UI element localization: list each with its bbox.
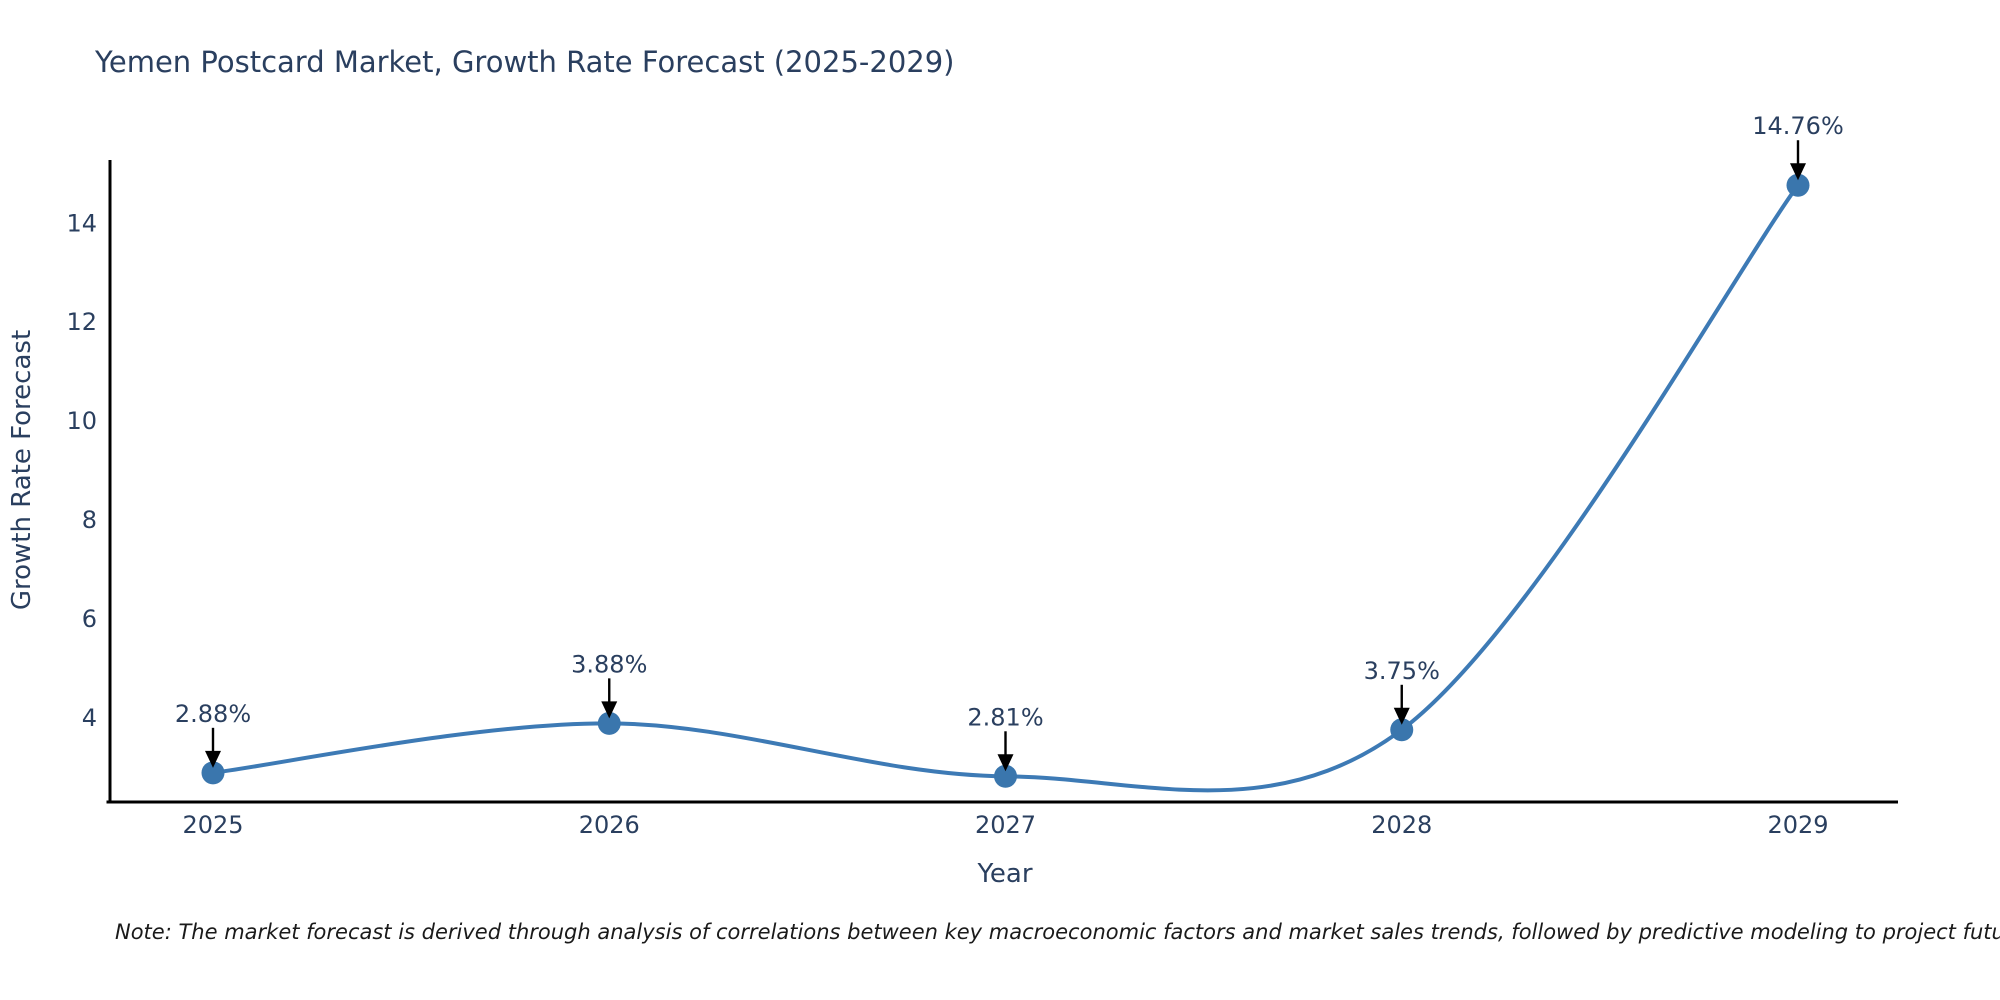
annotation-label: 3.75%: [1364, 657, 1440, 685]
plot-area: 4 6 8 10 12 14 2025 2026 2027 2028 2029 2.88% 3.88% 2…: [66, 112, 1898, 839]
data-point-marker: [201, 761, 225, 785]
annotation-arrowhead: [1393, 707, 1410, 725]
chart-title: Yemen Postcard Market, Growth Rate Forec…: [94, 45, 954, 79]
y-axis-label: Growth Rate Forecast: [7, 330, 37, 610]
trend-line: [211, 183, 1800, 793]
y-tick-label: 6: [82, 605, 97, 633]
annotation-arrowhead: [997, 754, 1014, 772]
y-tick-label: 12: [66, 308, 97, 336]
annotation-arrowhead: [1790, 163, 1806, 181]
x-tick-label: 2025: [182, 811, 243, 839]
y-tick-label: 8: [82, 506, 97, 534]
footnote: Note: The market forecast is derived thr…: [115, 920, 2000, 944]
y-tick-label: 14: [66, 209, 97, 237]
annotation-arrowhead: [601, 701, 618, 719]
y-tick-label: 10: [66, 407, 97, 435]
data-point-marker: [994, 764, 1017, 788]
x-tick-label: 2029: [1767, 811, 1828, 839]
annotation-label: 14.76%: [1752, 112, 1844, 140]
data-point-marker: [1390, 718, 1414, 742]
x-tick-label: 2026: [579, 811, 640, 839]
x-axis-label: Year: [976, 859, 1032, 889]
y-tick-label: 4: [82, 704, 97, 732]
annotation-label: 2.88%: [175, 700, 251, 728]
annotation-label: 2.81%: [967, 703, 1043, 731]
data-point-marker: [597, 711, 621, 735]
data-point-marker: [1786, 173, 1810, 197]
annotation-label: 3.88%: [571, 650, 647, 678]
x-tick-label: 2027: [975, 811, 1036, 839]
x-tick-label: 2028: [1371, 811, 1432, 839]
annotation-arrowhead: [205, 750, 221, 768]
